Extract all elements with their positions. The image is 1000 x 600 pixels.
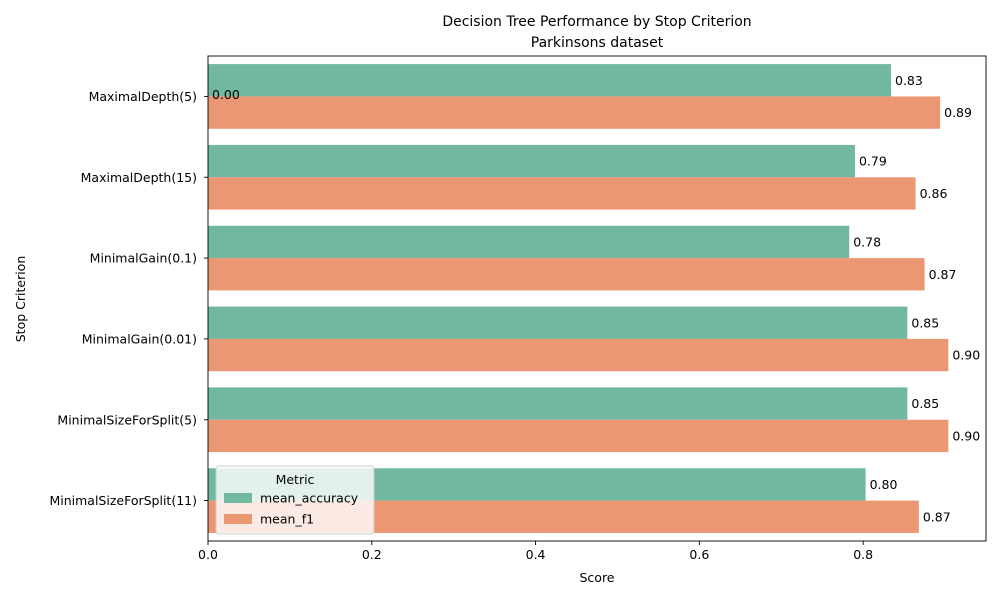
axes-group (207, 55, 987, 542)
chart-title: Decision Tree Performance by Stop Criter… (442, 14, 751, 30)
y-tick-label-3: MinimalGain(0.01) (82, 331, 197, 346)
x-tick-label-1: 0.2 (362, 547, 382, 562)
value-label-mean_accuracy-1: 0.79 (859, 154, 887, 169)
y-tick-label-0: MaximalDepth(5) (89, 89, 197, 104)
legend-label-mean_accuracy: mean_accuracy (260, 491, 359, 506)
legend-swatch-mean_accuracy (224, 493, 252, 503)
value-label-mean_f1-3: 0.90 (952, 348, 980, 363)
bar-mean_f1-0 (208, 96, 941, 129)
x-axis-label: Score (579, 570, 614, 585)
legend-label-mean_f1: mean_f1 (260, 512, 314, 527)
bar-mean_accuracy-1 (208, 144, 855, 178)
legend-swatch-mean_f1 (224, 514, 252, 524)
y-tick-label-5: MinimalSizeForSplit(11) (49, 493, 197, 508)
plot-frame (207, 55, 987, 542)
x-tick-label-3: 0.6 (689, 547, 709, 562)
x-tick-label-2: 0.4 (526, 547, 546, 562)
x-ticks-group: 0.0 0.2 0.4 0.6 0.8 (198, 541, 873, 562)
bar-mean_f1-4 (208, 419, 949, 453)
bars-group (208, 64, 949, 533)
value-label-mean_f1-0: 0.89 (944, 105, 972, 120)
legend-title: Metric (276, 472, 315, 487)
zero-annotation: 0.00 (212, 87, 240, 102)
x-tick-label-4: 0.8 (853, 547, 873, 562)
y-axis-label: Stop Criterion (13, 256, 28, 343)
value-labels-group: 0.83 0.89 0.79 0.86 0.78 0.87 0.85 0.90 0.85 0.90… (853, 73, 980, 525)
bar-mean_f1-2 (208, 258, 925, 291)
y-tick-label-4: MinimalSizeForSplit(5) (57, 412, 197, 427)
bar-mean_f1-3 (208, 338, 949, 372)
value-label-mean_f1-1: 0.86 (920, 186, 948, 201)
y-ticks-group: MaximalDepth(5) MaximalDepth(15) MinimalGa… (49, 89, 208, 508)
y-tick-label-2: MinimalGain(0.1) (90, 251, 197, 266)
bar-mean_accuracy-3 (208, 306, 908, 339)
bar-mean_accuracy-2 (208, 225, 850, 259)
bar-mean_accuracy-4 (208, 387, 908, 420)
legend-frame (215, 465, 375, 535)
value-label-mean_f1-2: 0.87 (929, 267, 957, 282)
value-label-mean_accuracy-0: 0.83 (895, 73, 923, 88)
bar-mean_accuracy-0 (208, 64, 892, 97)
x-tick-label-0: 0.0 (198, 547, 218, 562)
value-label-mean_accuracy-5: 0.80 (870, 477, 898, 492)
legend: Metric mean_accuracy mean_f1 (215, 465, 375, 535)
value-label-mean_accuracy-3: 0.85 (911, 315, 939, 330)
value-label-mean_accuracy-2: 0.78 (853, 234, 881, 249)
chart-subtitle: Parkinsons dataset (531, 35, 664, 51)
y-tick-label-1: MaximalDepth(15) (81, 170, 197, 185)
value-label-mean_f1-4: 0.90 (952, 428, 980, 443)
legend-entries: mean_accuracy mean_f1 (224, 491, 359, 527)
value-label-mean_accuracy-4: 0.85 (911, 396, 939, 411)
bar-mean_f1-1 (208, 177, 916, 210)
value-label-mean_f1-5: 0.87 (923, 509, 951, 524)
